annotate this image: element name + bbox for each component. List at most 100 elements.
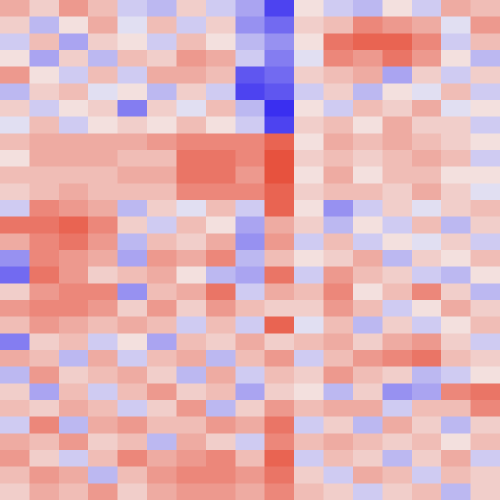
heatmap-cell [29, 416, 60, 434]
heatmap-cell [176, 66, 207, 84]
heatmap-cell [58, 233, 89, 251]
heatmap-cell [205, 283, 236, 301]
heatmap-cell [117, 100, 148, 118]
heatmap-cell [88, 100, 119, 118]
heatmap-cell [382, 200, 413, 218]
heatmap-cell [441, 366, 472, 384]
heatmap-cell [235, 150, 266, 168]
heatmap-cell [294, 133, 325, 151]
heatmap-cell [205, 400, 236, 418]
heatmap-cell [323, 366, 354, 384]
heatmap-cell [441, 483, 472, 500]
heatmap-cell [470, 50, 500, 68]
heatmap-cell [205, 0, 236, 18]
heatmap-cell [176, 416, 207, 434]
heatmap-cell [352, 200, 383, 218]
heatmap-cell [205, 183, 236, 201]
heatmap-cell [147, 250, 177, 268]
heatmap-cell [205, 200, 236, 218]
heatmap-cell [176, 483, 207, 500]
heatmap-cell [205, 233, 236, 251]
heatmap-cell [470, 300, 500, 318]
heatmap-cell [235, 283, 266, 301]
heatmap-cell [176, 450, 207, 468]
heatmap-cell [441, 383, 472, 401]
heatmap-cell [0, 200, 30, 218]
heatmap-cell [382, 366, 413, 384]
heatmap-cell [29, 0, 60, 18]
heatmap-cell [352, 50, 383, 68]
heatmap-cell [58, 466, 89, 484]
heatmap-cell [352, 116, 383, 134]
heatmap-cell [470, 200, 500, 218]
heatmap-cell [323, 50, 354, 68]
heatmap-cell [58, 383, 89, 401]
heatmap-cell [382, 333, 413, 351]
heatmap-cell [441, 250, 472, 268]
heatmap-cell [411, 450, 442, 468]
heatmap-cell [0, 366, 30, 384]
heatmap-cell [235, 316, 266, 334]
heatmap-cell [88, 183, 119, 201]
heatmap-cell [470, 483, 500, 500]
heatmap-cell [441, 66, 472, 84]
heatmap-cell [470, 166, 500, 184]
heatmap-cell [235, 433, 266, 451]
heatmap-cell [264, 283, 295, 301]
heatmap-cell [205, 166, 236, 184]
heatmap-cell [147, 433, 177, 451]
heatmap-cell [0, 33, 30, 51]
heatmap-cell [382, 416, 413, 434]
heatmap-cell [205, 466, 236, 484]
heatmap-cell [441, 450, 472, 468]
heatmap-cell [29, 50, 60, 68]
heatmap-cell [117, 166, 148, 184]
heatmap-cell [29, 16, 60, 34]
heatmap-cell [235, 183, 266, 201]
heatmap-cell [264, 200, 295, 218]
heatmap-cell [29, 33, 60, 51]
heatmap-cell [382, 233, 413, 251]
heatmap-cell [294, 233, 325, 251]
heatmap-cell [117, 283, 148, 301]
heatmap-cell [147, 483, 177, 500]
heatmap-cell [352, 350, 383, 368]
heatmap-cell [147, 150, 177, 168]
heatmap-cell [323, 300, 354, 318]
heatmap-cell [29, 216, 60, 234]
heatmap-cell [58, 16, 89, 34]
heatmap-cell [470, 466, 500, 484]
heatmap-cell [411, 16, 442, 34]
heatmap-cell [352, 183, 383, 201]
heatmap-cell [29, 383, 60, 401]
heatmap-cell [235, 200, 266, 218]
heatmap-cell [88, 250, 119, 268]
heatmap-cell [294, 16, 325, 34]
heatmap-cell [323, 200, 354, 218]
heatmap-cell [352, 250, 383, 268]
heatmap-cell [117, 300, 148, 318]
heatmap-cell [470, 283, 500, 301]
heatmap-cell [176, 166, 207, 184]
heatmap-cell [0, 50, 30, 68]
heatmap-cell [264, 150, 295, 168]
heatmap-cell [411, 183, 442, 201]
heatmap-cell [235, 350, 266, 368]
heatmap-cell [352, 400, 383, 418]
heatmap-cell [235, 100, 266, 118]
heatmap-cell [0, 333, 30, 351]
heatmap-cell [294, 200, 325, 218]
heatmap-cell [441, 116, 472, 134]
heatmap-cell [323, 66, 354, 84]
heatmap-cell [382, 300, 413, 318]
heatmap-cell [470, 150, 500, 168]
heatmap-cell [176, 16, 207, 34]
heatmap-cell [323, 383, 354, 401]
heatmap-cell [176, 466, 207, 484]
heatmap-cell [411, 200, 442, 218]
heatmap-cell [382, 83, 413, 101]
heatmap-cell [264, 33, 295, 51]
heatmap-cell [88, 450, 119, 468]
heatmap-cell [205, 383, 236, 401]
